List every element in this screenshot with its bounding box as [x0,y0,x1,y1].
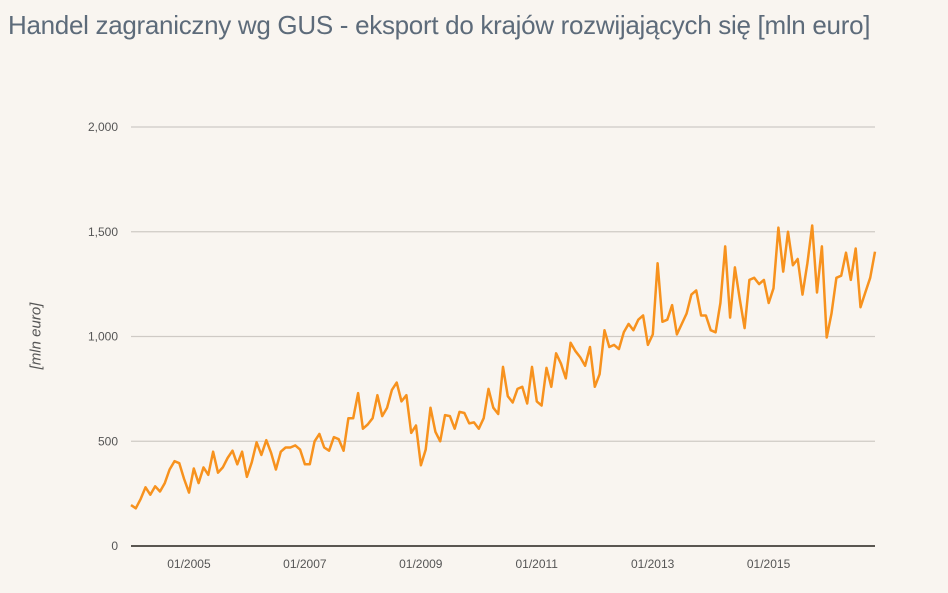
x-tick-label: 01/2011 [515,557,558,571]
x-tick-label: 01/2005 [167,557,211,571]
y-tick-label: 1,500 [88,225,118,239]
x-tick-label: 01/2015 [747,557,791,571]
x-axis-ticks: 01/2005 01/2007 01/2009 01/2011 01/2013 01/20… [167,557,790,571]
x-tick-label: 01/2007 [283,557,327,571]
y-tick-label: 500 [98,434,118,448]
gridlines [131,126,875,442]
x-tick-label: 01/2013 [631,557,675,571]
y-tick-label: 0 [111,539,118,553]
chart-title: Handel zagraniczny wg GUS - eksport do k… [8,10,871,40]
y-tick-label: 1,000 [88,330,118,344]
y-axis-ticks: 0 500 1,000 1,500 2,000 [88,120,118,553]
series-line-eksport [130,224,877,510]
y-tick-label: 2,000 [88,120,118,134]
x-tick-label: 01/2009 [399,557,443,571]
